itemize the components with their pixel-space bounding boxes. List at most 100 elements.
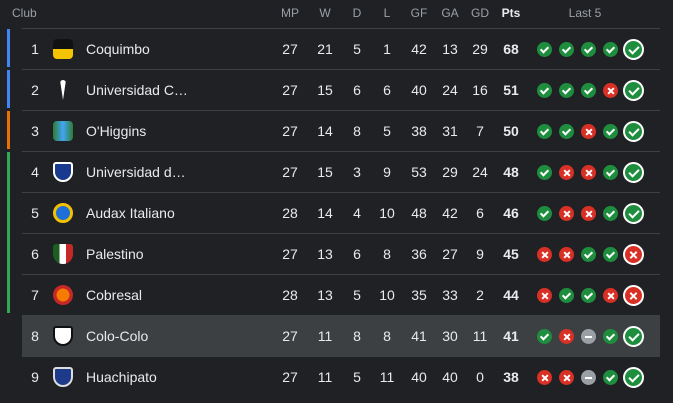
result-icon bbox=[537, 370, 552, 385]
result-icon bbox=[559, 206, 574, 221]
result-icon bbox=[603, 370, 618, 385]
column-header: Pts bbox=[501, 6, 521, 20]
stat: 40 bbox=[411, 82, 427, 98]
club-logo bbox=[53, 121, 73, 141]
result-icon bbox=[559, 165, 574, 180]
stat: 41 bbox=[503, 328, 519, 344]
stat: 28 bbox=[282, 205, 298, 221]
stat: 45 bbox=[503, 246, 519, 262]
column-header: D bbox=[352, 6, 362, 20]
stat: 41 bbox=[411, 328, 427, 344]
result-icon bbox=[603, 329, 618, 344]
position: 6 bbox=[31, 246, 39, 262]
result-icon bbox=[581, 247, 596, 262]
stat: 27 bbox=[282, 82, 298, 98]
stat: 1 bbox=[383, 41, 391, 57]
stat: 28 bbox=[282, 287, 298, 303]
stat: 0 bbox=[476, 369, 484, 385]
stat: 27 bbox=[442, 246, 458, 262]
club-name: Palestino bbox=[86, 246, 144, 262]
stat: 27 bbox=[282, 164, 298, 180]
result-icon bbox=[559, 329, 574, 344]
column-header: MP bbox=[281, 6, 299, 20]
team-row[interactable]: 7 Cobresal 28 13 5 10 35 33 2 44 bbox=[22, 274, 660, 315]
stat: 53 bbox=[411, 164, 427, 180]
club-logo bbox=[53, 326, 73, 346]
result-icon bbox=[603, 83, 618, 98]
result-icon bbox=[559, 124, 574, 139]
position: 8 bbox=[31, 328, 39, 344]
team-row[interactable]: 8 Colo-Colo 27 11 8 8 41 30 11 41 bbox=[22, 315, 660, 356]
club-logo bbox=[53, 244, 73, 264]
stat: 9 bbox=[383, 164, 391, 180]
zone-bar bbox=[7, 29, 10, 67]
stat: 7 bbox=[476, 123, 484, 139]
stat: 13 bbox=[317, 246, 333, 262]
club-name: Audax Italiano bbox=[86, 205, 175, 221]
team-row[interactable]: 4 Universidad d… 27 15 3 9 53 29 24 48 bbox=[22, 151, 660, 192]
team-row[interactable]: 6 Palestino 27 13 6 8 36 27 9 45 bbox=[22, 233, 660, 274]
stat: 5 bbox=[353, 41, 361, 57]
stat: 27 bbox=[282, 369, 298, 385]
column-header: Club bbox=[12, 6, 37, 20]
stat: 8 bbox=[353, 328, 361, 344]
result-icon bbox=[537, 247, 552, 262]
team-row[interactable]: 3 O'Higgins 27 14 8 5 38 31 7 50 bbox=[22, 110, 660, 151]
column-header: GF bbox=[410, 6, 428, 20]
position: 9 bbox=[31, 369, 39, 385]
club-name: Universidad d… bbox=[86, 164, 186, 180]
zone-bar bbox=[7, 70, 10, 108]
result-icon bbox=[581, 165, 596, 180]
stat: 11 bbox=[317, 328, 333, 344]
stat: 4 bbox=[353, 205, 361, 221]
team-row[interactable]: 1 Coquimbo 27 21 5 1 42 13 29 68 bbox=[22, 28, 660, 69]
result-icon bbox=[581, 370, 596, 385]
zone-bar bbox=[7, 111, 10, 149]
result-icon bbox=[537, 124, 552, 139]
zone-bar bbox=[7, 152, 10, 313]
result-icon bbox=[603, 42, 618, 57]
result-icon bbox=[603, 206, 618, 221]
stat: 10 bbox=[379, 205, 395, 221]
position: 3 bbox=[31, 123, 39, 139]
club-logo bbox=[53, 39, 73, 59]
team-row[interactable]: 5 Audax Italiano 28 14 4 10 48 42 6 46 bbox=[22, 192, 660, 233]
result-icon bbox=[581, 124, 596, 139]
stat: 13 bbox=[317, 287, 333, 303]
stat: 24 bbox=[442, 82, 458, 98]
column-header: GD bbox=[471, 6, 489, 20]
stat: 30 bbox=[442, 328, 458, 344]
club-name: Cobresal bbox=[86, 287, 143, 303]
club-name: Colo-Colo bbox=[86, 328, 149, 344]
stat: 14 bbox=[317, 205, 333, 221]
result-icon bbox=[537, 165, 552, 180]
stat: 36 bbox=[411, 246, 427, 262]
stat: 16 bbox=[472, 82, 488, 98]
result-icon bbox=[559, 370, 574, 385]
team-row[interactable]: 2 Universidad C… 27 15 6 6 40 24 16 51 bbox=[22, 69, 660, 110]
club-logo bbox=[60, 80, 66, 100]
result-icon bbox=[603, 247, 618, 262]
result-icon bbox=[581, 329, 596, 344]
stat: 46 bbox=[503, 205, 519, 221]
column-header: W bbox=[319, 6, 331, 20]
stat: 8 bbox=[383, 328, 391, 344]
club-name: Coquimbo bbox=[86, 41, 150, 57]
stat: 11 bbox=[379, 369, 395, 385]
position: 1 bbox=[31, 41, 39, 57]
column-header: Last 5 bbox=[568, 6, 602, 20]
stat: 5 bbox=[353, 287, 361, 303]
stat: 13 bbox=[442, 41, 458, 57]
stat: 27 bbox=[282, 123, 298, 139]
stat: 42 bbox=[442, 205, 458, 221]
stat: 33 bbox=[442, 287, 458, 303]
stat: 40 bbox=[442, 369, 458, 385]
team-row[interactable]: 9 Huachipato 27 11 5 11 40 40 0 38 bbox=[22, 356, 660, 397]
result-icon bbox=[623, 162, 644, 183]
club-name: Huachipato bbox=[86, 369, 157, 385]
result-icon bbox=[559, 247, 574, 262]
stat: 48 bbox=[411, 205, 427, 221]
result-icon bbox=[623, 285, 644, 306]
result-icon bbox=[603, 288, 618, 303]
